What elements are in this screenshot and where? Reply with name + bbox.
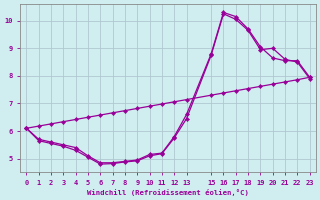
X-axis label: Windchill (Refroidissement éolien,°C): Windchill (Refroidissement éolien,°C) [87, 189, 249, 196]
